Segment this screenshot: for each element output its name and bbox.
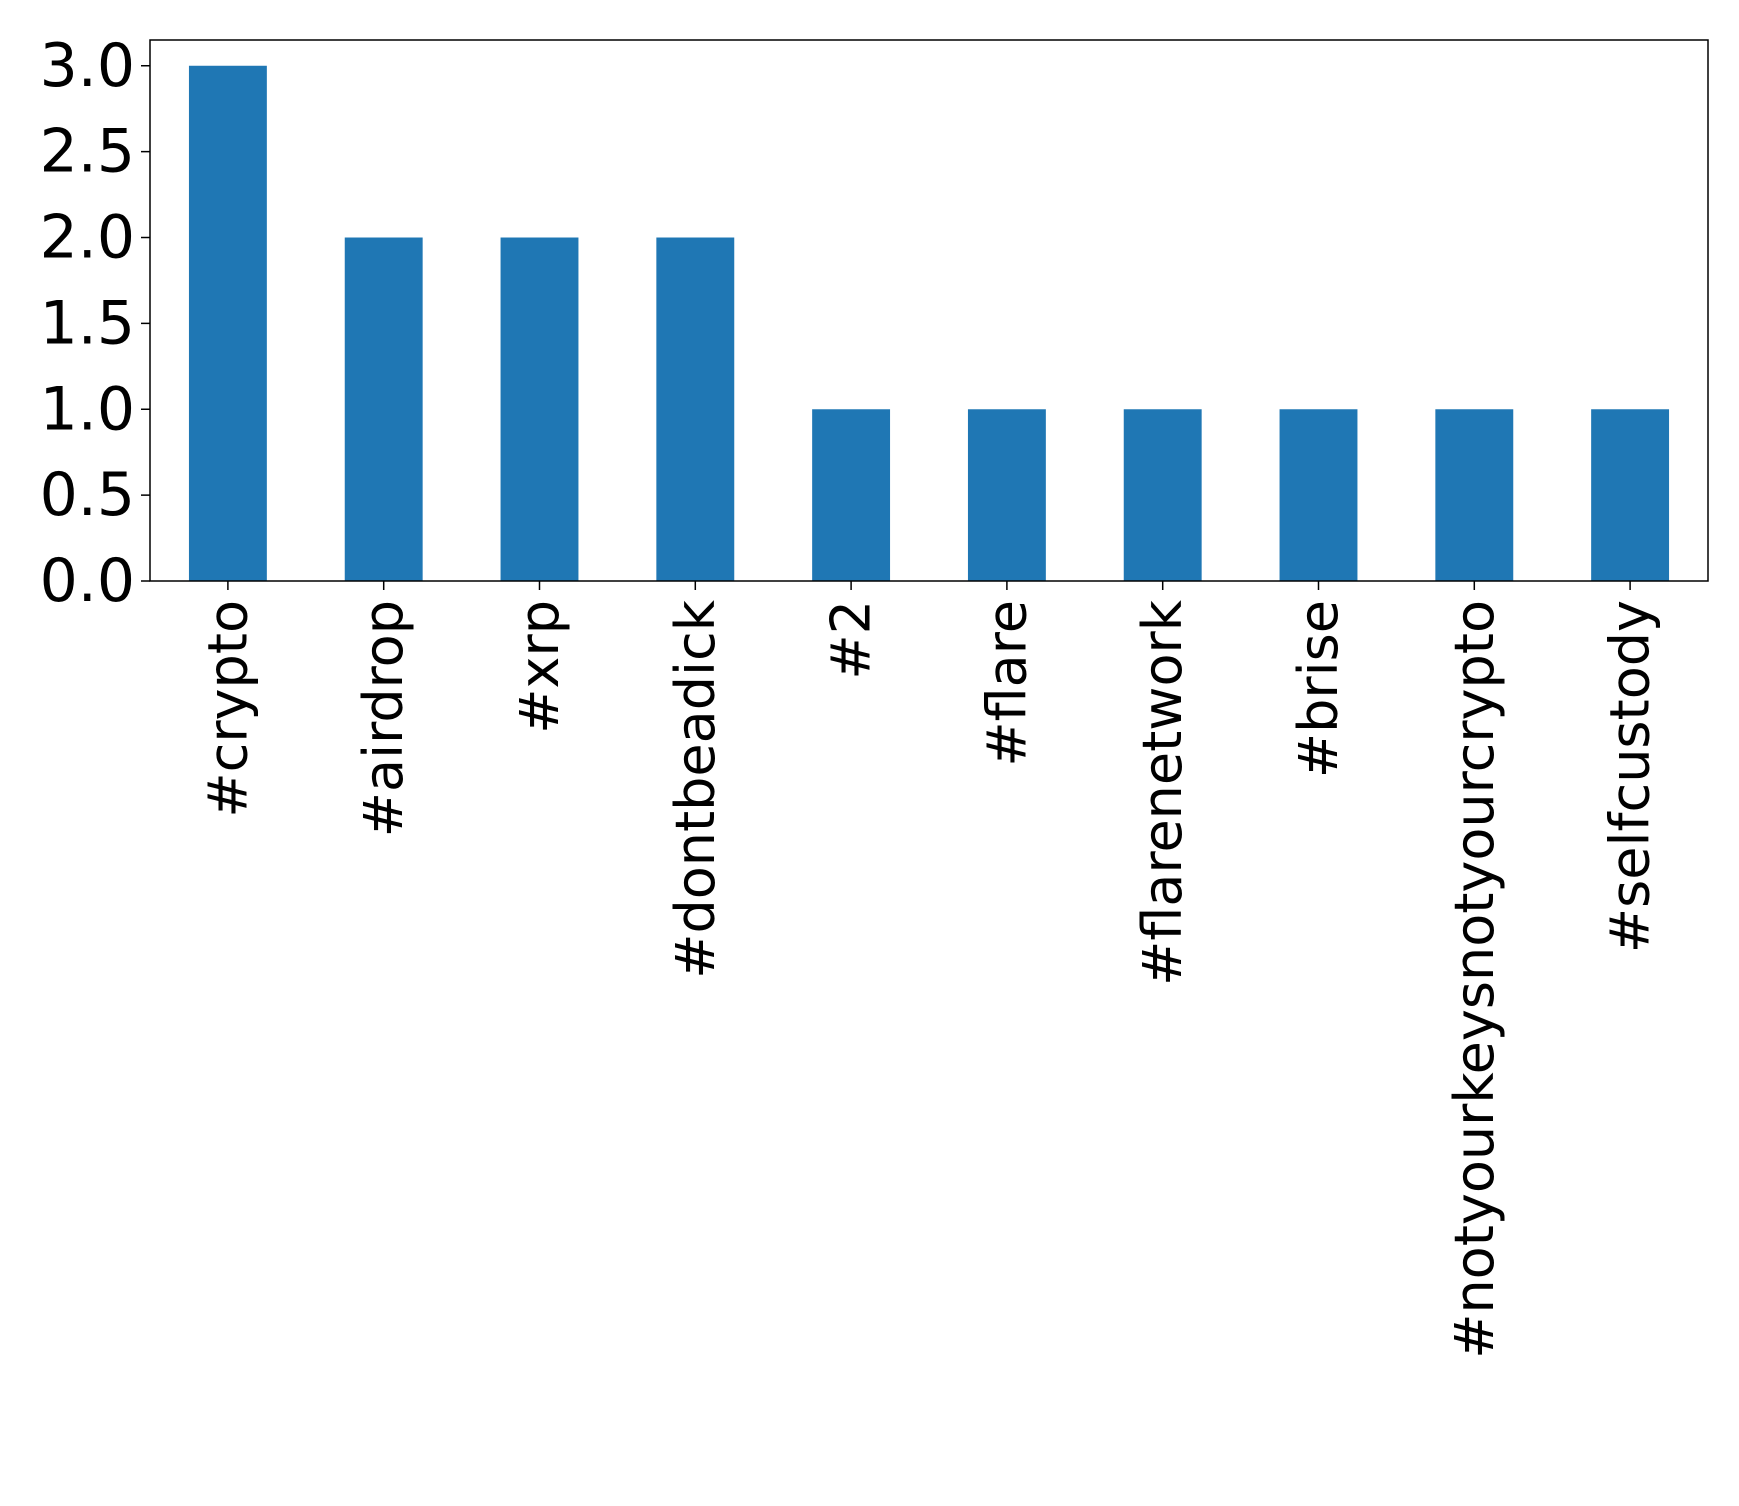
x-tick-label: #flare xyxy=(975,600,1038,767)
bar-flarenetwork xyxy=(1123,409,1202,581)
bar-notyourkeysnotyourcrypto xyxy=(1435,409,1514,581)
x-tick-label: #selfcustody xyxy=(1599,600,1662,953)
bar-flare xyxy=(967,409,1046,581)
x-tick-label: #flarenetwork xyxy=(1131,599,1194,986)
x-tick-label: #notyourkeysnotyourcrypto xyxy=(1443,600,1506,1359)
bar-xrp xyxy=(500,237,579,581)
x-tick-label: #crypto xyxy=(196,600,259,818)
y-tick-label: 1.0 xyxy=(40,374,135,444)
bar-selfcustody xyxy=(1591,409,1670,581)
x-tick-label: #brise xyxy=(1287,600,1350,778)
x-tick-label: #xrp xyxy=(508,600,571,734)
plot-frame xyxy=(149,39,1709,582)
x-tick-label: #dontbeadick xyxy=(664,599,727,979)
bar-2 xyxy=(812,409,891,581)
y-axis-ticks: 0.0 0.5 1.0 1.5 2.0 2.5 3.0 xyxy=(40,31,150,616)
y-tick-label: 0.0 xyxy=(40,546,135,616)
bar-airdrop xyxy=(344,237,423,581)
bar-crypto xyxy=(188,65,267,581)
bar-dontbeadick xyxy=(656,237,735,581)
x-tick-label: #airdrop xyxy=(352,600,415,837)
y-tick-label: 1.5 xyxy=(40,288,135,358)
bars-group xyxy=(188,65,1670,581)
y-tick-label: 0.5 xyxy=(40,460,135,530)
bar-brise xyxy=(1279,409,1358,581)
x-tick-label: #2 xyxy=(820,600,883,680)
y-tick-label: 2.0 xyxy=(40,203,135,273)
x-axis-ticks: #crypto #airdrop #xrp #dontbeadick #2 #flare #… xyxy=(196,581,1662,1359)
y-tick-label: 3.0 xyxy=(40,31,135,101)
y-tick-label: 2.5 xyxy=(40,117,135,187)
